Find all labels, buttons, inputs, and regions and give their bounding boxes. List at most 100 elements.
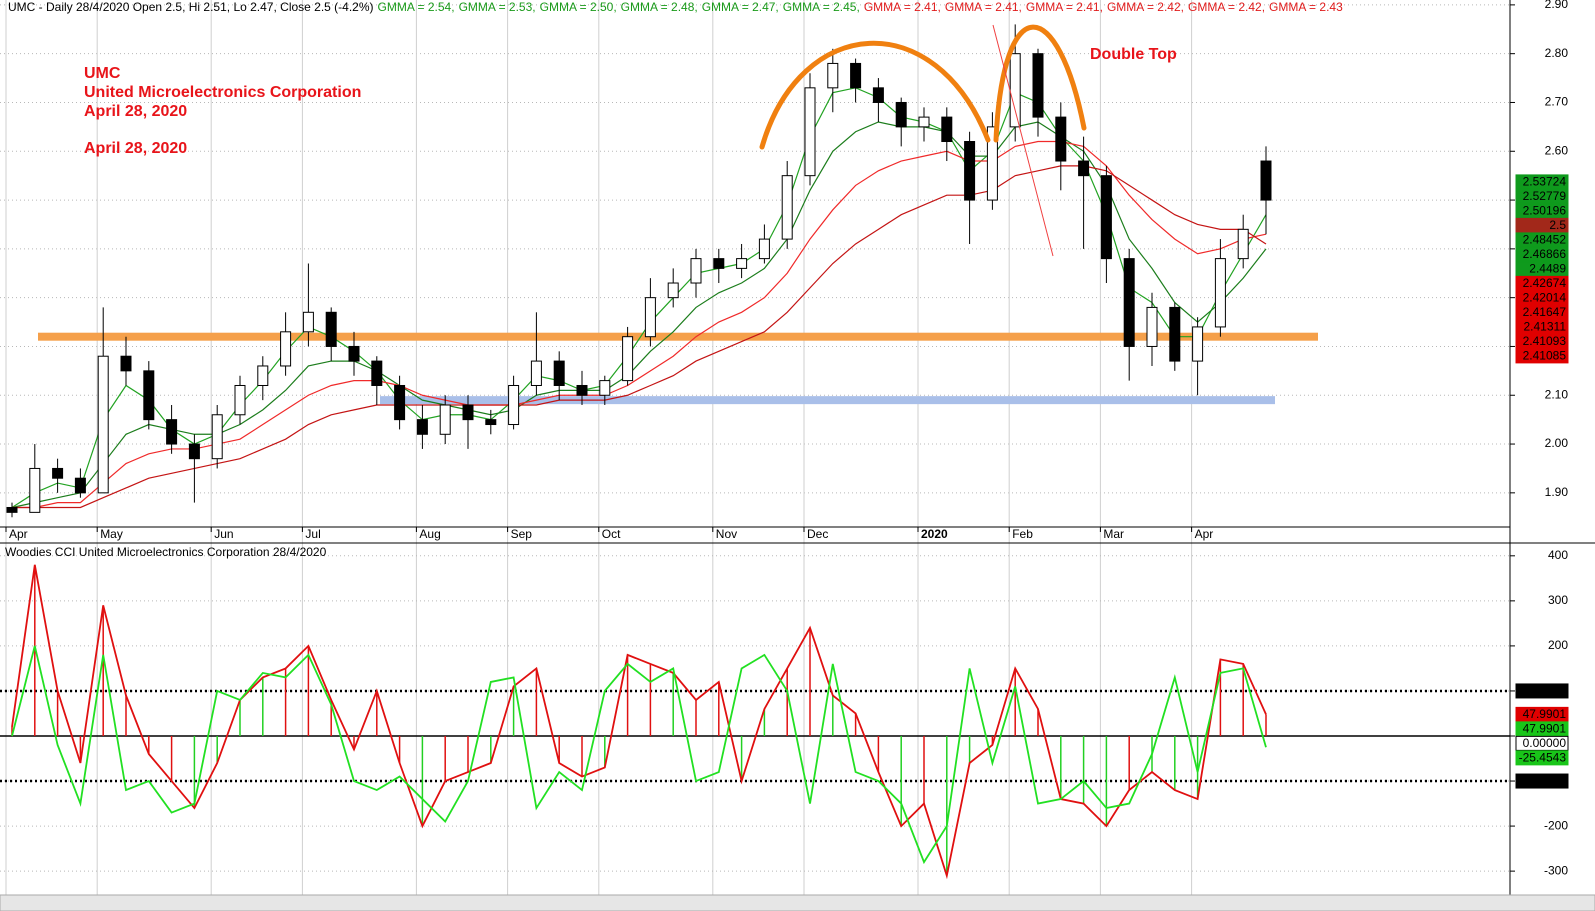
- y-tick-label: 2.70: [1545, 95, 1569, 109]
- x-tick-label: Apr: [1195, 527, 1214, 541]
- candle-body: [622, 336, 634, 382]
- y-tick-label: 2.00: [1545, 436, 1569, 450]
- price-tag: [1515, 773, 1569, 789]
- candle-body: [280, 331, 292, 367]
- price-tag-label: 47.9901: [1523, 722, 1567, 736]
- price-tag-label: 2.42674: [1523, 276, 1567, 290]
- x-tick-label: May: [100, 527, 123, 541]
- panel-title: Woodies CCI United Microelectronics Corp…: [5, 545, 327, 559]
- price-tag-label: 2.4489: [1529, 262, 1566, 276]
- header: UMC - Daily 28/4/2020 Open 2.5, Hi 2.51,…: [8, 0, 1343, 14]
- y-tick-label: -200: [1544, 818, 1568, 832]
- candle-body: [1100, 175, 1112, 260]
- header-item: UMC - Daily 28/4/2020 Open 2.5, Hi 2.51,…: [8, 0, 374, 14]
- marks-layer: [0, 24, 1510, 880]
- annotation: UMC: [84, 65, 121, 82]
- x-tick-label: Feb: [1012, 527, 1033, 541]
- x-tick-label: Jun: [214, 527, 233, 541]
- top-arc: [759, 40, 991, 150]
- price-tag-label: 2.5: [1549, 218, 1566, 232]
- header-item: GMMA = 2.41,: [1026, 0, 1103, 14]
- price-tag-label: 2.48452: [1523, 233, 1567, 247]
- candle-body: [895, 101, 907, 128]
- candle-body: [804, 87, 816, 177]
- x-tick-label: Dec: [807, 527, 828, 541]
- annotations: UMC United Microelectronics Corporation …: [5, 24, 1177, 559]
- candle-body: [74, 477, 86, 494]
- price-tag-label: 2.41085: [1523, 349, 1567, 363]
- header-item: GMMA = 2.48,: [621, 0, 698, 14]
- candle-body: [1123, 258, 1135, 347]
- candle-body: [850, 62, 862, 89]
- header-item: GMMA = 2.42,: [1107, 0, 1184, 14]
- x-tick-label: Jul: [305, 527, 320, 541]
- price-tag-label: 2.41647: [1523, 305, 1567, 319]
- price-tag-label: 2.52779: [1523, 189, 1567, 203]
- candle-body: [97, 355, 109, 494]
- candle-body: [485, 419, 497, 426]
- candle-body: [713, 258, 725, 269]
- x-tick-label: Nov: [716, 527, 737, 541]
- cci-line: [11, 645, 1267, 865]
- candle-body: [1146, 306, 1158, 347]
- y-tick-label: 200: [1548, 638, 1568, 652]
- candle-body: [120, 355, 132, 372]
- candle-body: [371, 360, 383, 386]
- candle-body: [530, 360, 542, 386]
- candle-body: [29, 467, 41, 513]
- candle-body: [325, 311, 337, 347]
- candle-body: [462, 404, 474, 421]
- candle-body: [964, 141, 976, 201]
- price-tag-label: 0.00000: [1523, 736, 1567, 750]
- candle-body: [1169, 306, 1181, 362]
- candle-body: [1237, 228, 1249, 260]
- candle-body: [690, 258, 702, 284]
- candle-body: [941, 116, 953, 143]
- candle-body: [599, 380, 611, 396]
- price-tag: [1515, 750, 1569, 766]
- price-tag-label: -25.4543: [1519, 751, 1567, 765]
- y-tick-label: 2.60: [1545, 143, 1569, 157]
- top-arc: [993, 24, 1087, 143]
- price-tag-label: 2.50196: [1523, 204, 1567, 218]
- price-tag: [1515, 683, 1569, 699]
- x-tick-label: Sep: [511, 527, 533, 541]
- price-tag-label: 47.9901: [1523, 707, 1567, 721]
- candle-body: [439, 404, 451, 435]
- header-item: GMMA = 2.41,: [945, 0, 1022, 14]
- y-tick-label: 2.80: [1545, 46, 1569, 60]
- candle-body: [1078, 160, 1090, 177]
- price-tag-label: -100: [1542, 774, 1566, 788]
- candle-body: [1192, 326, 1204, 362]
- candle-body: [644, 297, 656, 338]
- candle-body: [736, 258, 748, 269]
- header-item: GMMA = 2.41,: [864, 0, 941, 14]
- level-band: [38, 332, 1318, 341]
- candle-body: [1214, 258, 1226, 328]
- candle-body: [211, 414, 223, 460]
- candle-body: [1260, 160, 1272, 201]
- scrollbar[interactable]: [0, 894, 1595, 911]
- header-item: GMMA = 2.45,: [783, 0, 860, 14]
- gmma-line: [12, 165, 1267, 509]
- annotation: United Microelectronics Corporation: [84, 84, 361, 101]
- candle-body: [234, 384, 246, 416]
- candle-body: [667, 282, 679, 299]
- candle-body: [758, 238, 770, 260]
- price-tag: [1515, 348, 1569, 364]
- candle-body: [188, 443, 200, 460]
- header-item: GMMA = 2.50,: [540, 0, 617, 14]
- y-tick-label: -300: [1544, 863, 1568, 877]
- y-tick-label: 400: [1548, 548, 1568, 562]
- candle-body: [257, 365, 269, 386]
- candle-body: [508, 384, 520, 426]
- header-item: GMMA = 2.53,: [459, 0, 536, 14]
- price-tag-label: 100: [1546, 684, 1566, 698]
- candle-body: [553, 360, 565, 386]
- annotation: April 28, 2020: [84, 103, 187, 120]
- candle-body: [781, 175, 793, 240]
- candle-body: [1055, 116, 1067, 162]
